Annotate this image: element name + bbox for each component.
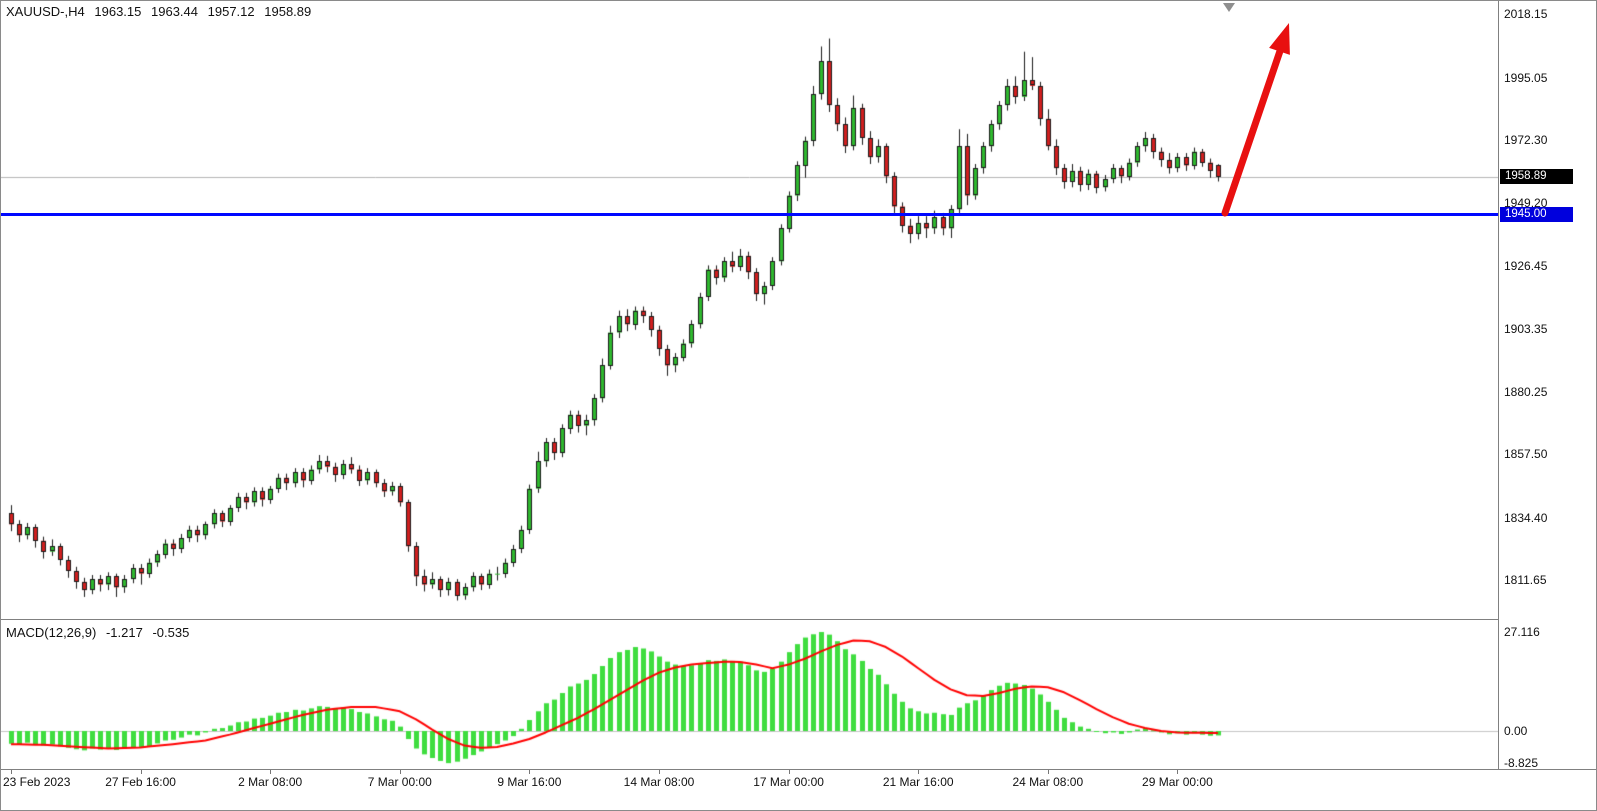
price-tick-label: 1995.05 [1504,70,1548,85]
price-tick-label: 2018.15 [1504,7,1548,22]
macd-tick-label: 0.00 [1504,724,1528,738]
price-tick-label: 1903.35 [1504,321,1548,336]
time-tick-label: 23 Feb 2023 [3,775,71,789]
time-tick-label: 21 Mar 16:00 [882,775,954,789]
time-tick-mark [1047,770,1049,774]
time-tick-mark [11,770,12,774]
time-tick-mark [918,770,920,774]
price-axis-separator [1498,1,1499,769]
time-tick-label: 24 Mar 08:00 [1012,775,1084,789]
support-line-price-tag: 1945.00 [1500,207,1573,223]
time-tick-label: 9 Mar 16:00 [497,775,562,789]
price-tick-label: 1834.40 [1504,510,1548,525]
horizontal-support-line[interactable] [1,213,1498,217]
macd-indicator-label: MACD(12,26,9) -1.217 -0.535 [6,625,195,640]
current-price-tag: 1958.89 [1500,169,1573,185]
macd-tick-label: 27.116 [1504,625,1540,640]
time-tick-mark [1177,770,1179,774]
time-tick-label: 27 Feb 16:00 [105,775,176,789]
bar-open-value: 1963.15 [94,4,142,19]
macd-tick-label: -8.825 [1504,756,1539,771]
macd-chart-canvas[interactable] [1,621,1498,769]
price-tick-label: 1880.25 [1504,385,1548,400]
macd-name-label: MACD(12,26,9) [6,625,97,640]
time-tick-mark [788,770,790,774]
price-tick-label: 1857.50 [1504,447,1548,462]
bar-high-value: 1963.44 [151,4,198,19]
macd-signal-value: -0.535 [152,625,190,640]
trend-arrow-shaft [1221,47,1284,217]
time-tick-label: 14 Mar 08:00 [623,775,695,789]
time-axis[interactable]: 23 Feb 2023 27 Feb 16:00 2 Mar 08:00 7 Mar … [1,770,1596,810]
price-tick-label: 1972.30 [1504,132,1548,147]
time-axis-separator [1,769,1596,770]
time-tick-label: 17 Mar 00:00 [753,775,824,789]
bar-close-value: 1958.89 [264,4,312,19]
pane-splitter[interactable] [1,619,1596,620]
time-tick-mark [140,770,142,774]
price-axis[interactable]: 1958.89 1945.00 2018.15 1995.05 1972.30 194… [1499,1,1596,771]
bar-low-value: 1957.12 [207,4,255,19]
macd-main-value: -1.217 [105,625,143,640]
price-tick-label: 1926.45 [1504,258,1548,273]
time-tick-mark [399,770,401,774]
bullish-trend-arrow-annotation[interactable] [1197,13,1307,225]
chart-ohlc-header: XAUUSD-,H4 1963.15 1963.44 1957.12 1958.… [6,4,317,19]
chart-shift-marker-icon [1223,3,1235,12]
price-tick-label: 1811.65 [1504,573,1547,588]
symbol-period-label: XAUUSD-,H4 [6,4,85,19]
time-tick-label: 7 Mar 00:00 [367,775,432,789]
time-tick-label: 2 Mar 08:00 [238,775,303,789]
trend-arrow-head [1269,23,1290,55]
time-tick-label: 29 Mar 00:00 [1142,775,1213,789]
price-chart-canvas[interactable] [1,1,1498,619]
price-tick-label: 1949.20 [1504,196,1548,211]
time-tick-mark [529,770,531,774]
time-tick-mark [270,770,272,774]
time-tick-mark [659,770,660,774]
